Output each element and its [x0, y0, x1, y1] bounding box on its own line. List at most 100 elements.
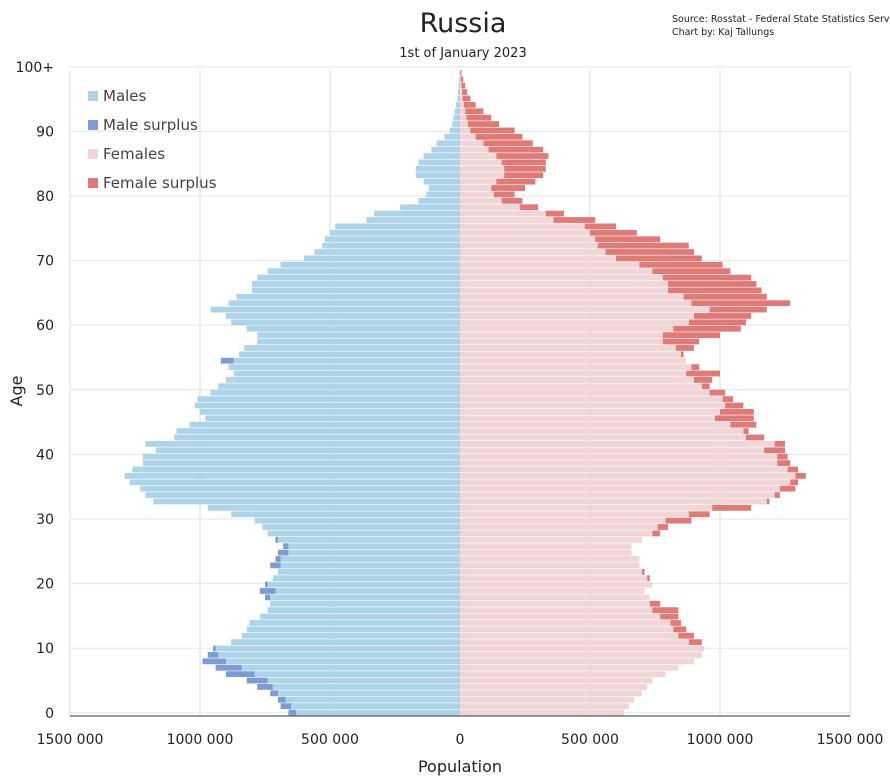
- female-bar: [460, 696, 635, 703]
- female-surplus-bar: [670, 620, 681, 626]
- female-bar: [460, 703, 629, 710]
- female-bar: [460, 421, 731, 428]
- male-bar: [280, 261, 460, 268]
- female-bar: [460, 287, 668, 294]
- male-bar: [270, 594, 460, 601]
- male-bar: [278, 568, 460, 575]
- credit-line: Chart by: Kaj Tallungs: [672, 27, 775, 38]
- female-surplus-bar: [694, 313, 752, 319]
- female-surplus-bar: [709, 389, 726, 396]
- female-surplus-bar: [652, 530, 661, 537]
- female-bar: [460, 664, 679, 671]
- male-bar: [210, 306, 460, 313]
- male-bar: [249, 620, 460, 626]
- female-bar: [460, 261, 640, 268]
- male-bar: [132, 466, 460, 473]
- female-bar: [460, 453, 778, 460]
- male-bar: [270, 600, 460, 607]
- female-surplus-bar: [675, 345, 694, 351]
- male-bar: [423, 178, 460, 185]
- male-bar: [226, 658, 460, 665]
- male-surplus-bar: [275, 556, 281, 562]
- male-bar: [205, 415, 460, 422]
- male-surplus-bar: [283, 543, 289, 550]
- male-surplus-bar: [288, 709, 297, 716]
- male-bar: [241, 632, 460, 639]
- y-tick-label: 0: [45, 706, 54, 722]
- male-bar: [272, 684, 460, 690]
- female-surplus-bar: [483, 140, 533, 147]
- male-bar: [252, 281, 460, 287]
- y-tick-label: 100+: [16, 60, 54, 76]
- legend-label-females: Females: [103, 145, 165, 163]
- female-surplus-bar: [774, 440, 785, 447]
- male-bar: [241, 664, 460, 671]
- male-bar: [246, 325, 460, 332]
- female-bar: [460, 229, 590, 236]
- female-surplus-bar: [595, 236, 661, 243]
- male-bar: [280, 556, 460, 562]
- male-bar: [200, 408, 460, 415]
- female-bar: [460, 300, 692, 307]
- male-bar: [415, 172, 460, 179]
- female-surplus-bar: [493, 191, 515, 198]
- female-surplus-bar: [712, 504, 752, 511]
- male-surplus-bar: [246, 677, 268, 684]
- female-surplus-bar: [662, 338, 700, 345]
- male-bar: [291, 703, 460, 710]
- x-axis-label: Population: [418, 757, 502, 776]
- female-bar: [460, 332, 663, 339]
- male-surplus-bar: [265, 594, 271, 601]
- male-bar: [457, 89, 460, 95]
- female-surplus-bar: [496, 178, 536, 185]
- female-bar: [460, 428, 744, 434]
- female-bar: [460, 319, 689, 326]
- y-tick-label: 20: [36, 577, 54, 593]
- male-bar: [174, 434, 460, 441]
- legend-swatch-males: [88, 91, 98, 101]
- female-bar: [460, 178, 497, 185]
- male-bar: [239, 351, 460, 358]
- legend-swatch-female-surplus: [88, 178, 98, 188]
- female-surplus-bar: [673, 626, 687, 633]
- female-bar: [460, 377, 694, 383]
- male-bar: [452, 121, 460, 127]
- y-tick-label: 30: [36, 512, 54, 528]
- female-surplus-bar: [463, 101, 476, 108]
- female-surplus-bar: [730, 421, 757, 428]
- y-tick-label: 40: [36, 447, 54, 463]
- male-bar: [324, 236, 460, 243]
- male-bar: [228, 300, 460, 307]
- male-bar: [330, 229, 460, 236]
- female-surplus-bar: [660, 613, 679, 620]
- male-bar: [124, 472, 460, 479]
- female-bar: [460, 492, 775, 498]
- female-surplus-bar: [491, 185, 525, 191]
- female-bar: [460, 460, 778, 466]
- male-bar: [194, 402, 461, 409]
- female-surplus-bar: [743, 428, 749, 434]
- female-surplus-bar: [720, 408, 754, 415]
- male-bar: [322, 242, 460, 249]
- female-surplus-bar: [688, 511, 710, 518]
- female-surplus-bar: [584, 223, 616, 230]
- female-surplus-bar: [590, 229, 637, 236]
- x-tick-label: 500 000: [561, 732, 619, 748]
- female-bar: [460, 504, 713, 511]
- female-bar: [460, 338, 663, 345]
- female-bar: [460, 524, 658, 530]
- female-surplus-bar: [496, 153, 549, 159]
- male-surplus-bar: [275, 536, 278, 543]
- chart-subtitle: 1st of January 2023: [399, 46, 527, 61]
- female-bar: [460, 440, 775, 447]
- female-bar: [460, 255, 616, 262]
- female-bar: [460, 684, 648, 690]
- male-surplus-bar: [257, 684, 273, 690]
- male-bar: [153, 498, 460, 505]
- male-bar: [296, 709, 460, 716]
- female-surplus-bar: [519, 204, 538, 211]
- female-bar: [460, 108, 466, 115]
- x-tick-label: 1000 000: [167, 732, 234, 748]
- female-bar: [460, 153, 497, 159]
- female-surplus-bar: [668, 287, 762, 294]
